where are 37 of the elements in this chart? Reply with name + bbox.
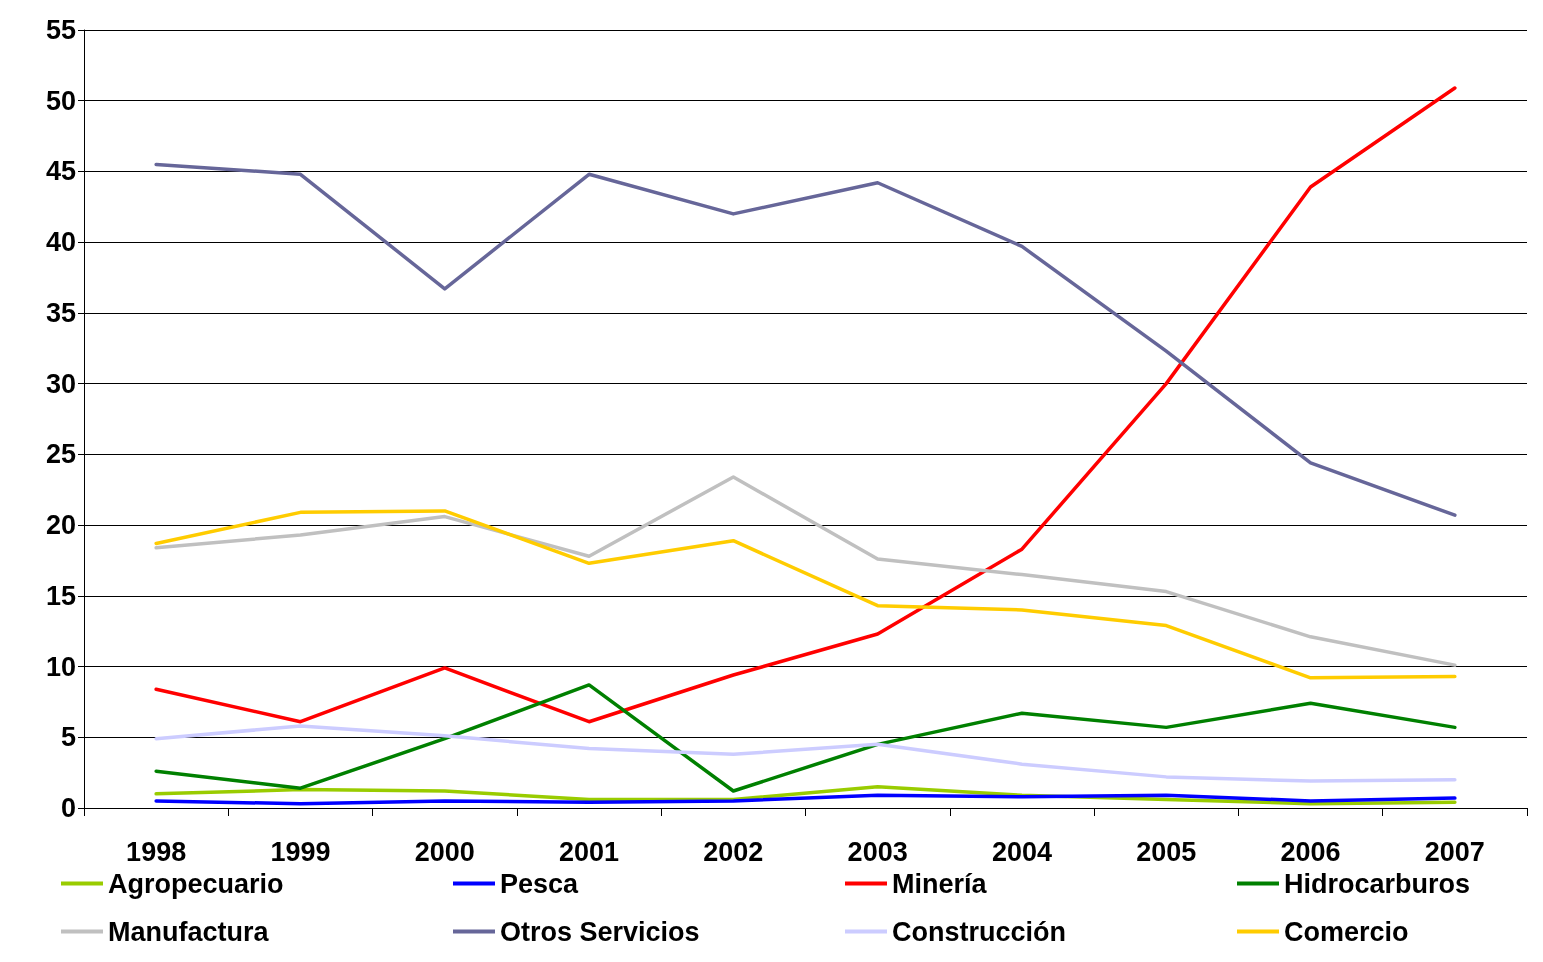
y-tick-label: 35 <box>45 297 76 328</box>
x-tick-label: 2002 <box>703 836 764 867</box>
legend-label: Minería <box>892 868 988 899</box>
legend-label: Pesca <box>500 868 580 899</box>
y-tick-label: 55 <box>45 15 76 45</box>
y-tick-label: 50 <box>45 85 76 116</box>
y-tick-label: 40 <box>45 227 76 258</box>
x-tick-label: 1998 <box>126 836 187 867</box>
x-tick-label: 1999 <box>270 836 331 867</box>
legend-label: Comercio <box>1284 916 1409 947</box>
x-tick-label: 2003 <box>847 836 908 867</box>
line-series <box>154 86 1457 724</box>
x-tick-label: 2005 <box>1136 836 1197 867</box>
legend-label: Construcción <box>892 916 1067 947</box>
line-series <box>154 793 1457 806</box>
y-tick-label: 10 <box>45 651 76 682</box>
y-tick-label: 15 <box>45 580 76 611</box>
line-series <box>154 683 1457 793</box>
x-tick-label: 2000 <box>414 836 475 867</box>
legend-label: Agropecuario <box>108 868 284 899</box>
line-series <box>154 509 1457 680</box>
legend-label: Manufactura <box>108 916 270 947</box>
y-tick-label: 45 <box>45 156 76 187</box>
y-tick-label: 25 <box>45 439 76 470</box>
y-tick-label: 30 <box>45 368 76 399</box>
y-tick-label: 20 <box>45 510 76 541</box>
y-tick-label: 5 <box>60 722 76 753</box>
line-series <box>154 475 1457 667</box>
x-tick-label: 2006 <box>1280 836 1341 867</box>
x-tick-label: 2004 <box>991 836 1052 867</box>
x-tick-label: 2001 <box>559 836 620 867</box>
legend-label: Hidrocarburos <box>1284 868 1471 899</box>
x-tick-label: 2007 <box>1424 836 1485 867</box>
line-series <box>154 724 1457 783</box>
y-tick-label: 0 <box>60 793 76 823</box>
legend-label: Otros Servicios <box>500 916 700 947</box>
line-series <box>154 162 1457 517</box>
